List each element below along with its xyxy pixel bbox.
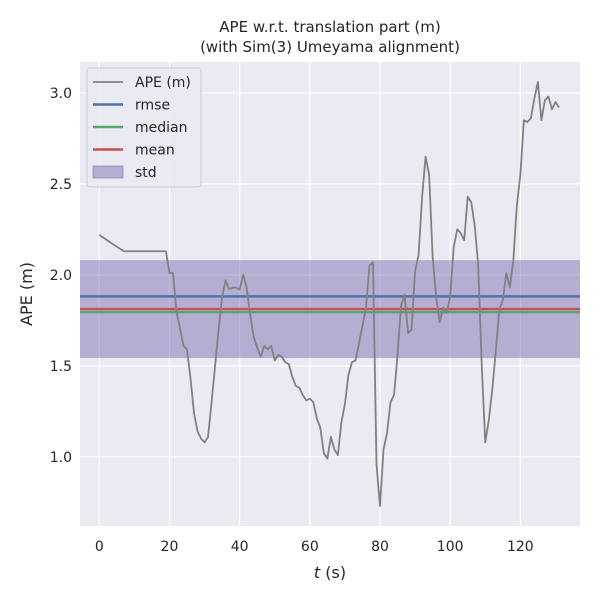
y-tick-labels: 1.0 1.5 2.0 2.5 3.0 [50,86,72,466]
x-tick-label: 100 [437,539,464,555]
y-tick-label: 2.0 [50,268,72,284]
ape-series-line [98,81,560,507]
x-tick-label: 80 [371,539,389,555]
x-tick-label: 60 [301,539,319,555]
x-axis-label: t (s) [314,563,346,582]
x-tick-labels: 0 20 40 60 80 100 120 [95,539,534,555]
y-axis-label: APE (m) [17,262,36,326]
legend-label: APE (m) [135,75,191,91]
x-tick-label: 0 [95,539,104,555]
y-tick-label: 3.0 [50,86,72,102]
y-tick-label: 1.5 [50,359,72,375]
legend-label: rmse [135,98,170,114]
legend-label: mean [135,143,175,159]
y-tick-label: 1.0 [50,450,72,466]
x-tick-label: 120 [507,539,534,555]
x-axis-label-unit: (s) [320,563,346,582]
chart-title-line1: APE w.r.t. translation part (m) [219,18,440,36]
x-axis-label-var: t [314,563,321,582]
legend: APE (m) rmse median mean std [86,67,202,188]
x-tick-label: 20 [161,539,179,555]
stat-lines-layer [80,295,580,314]
x-tick-label: 40 [231,539,249,555]
legend-swatch-std [92,165,124,179]
legend-label: std [135,165,157,181]
chart-title-line2: (with Sim(3) Umeyama alignment) [200,38,460,56]
y-tick-label: 2.5 [50,177,72,193]
legend-frame [86,67,202,188]
legend-label: median [135,120,187,136]
